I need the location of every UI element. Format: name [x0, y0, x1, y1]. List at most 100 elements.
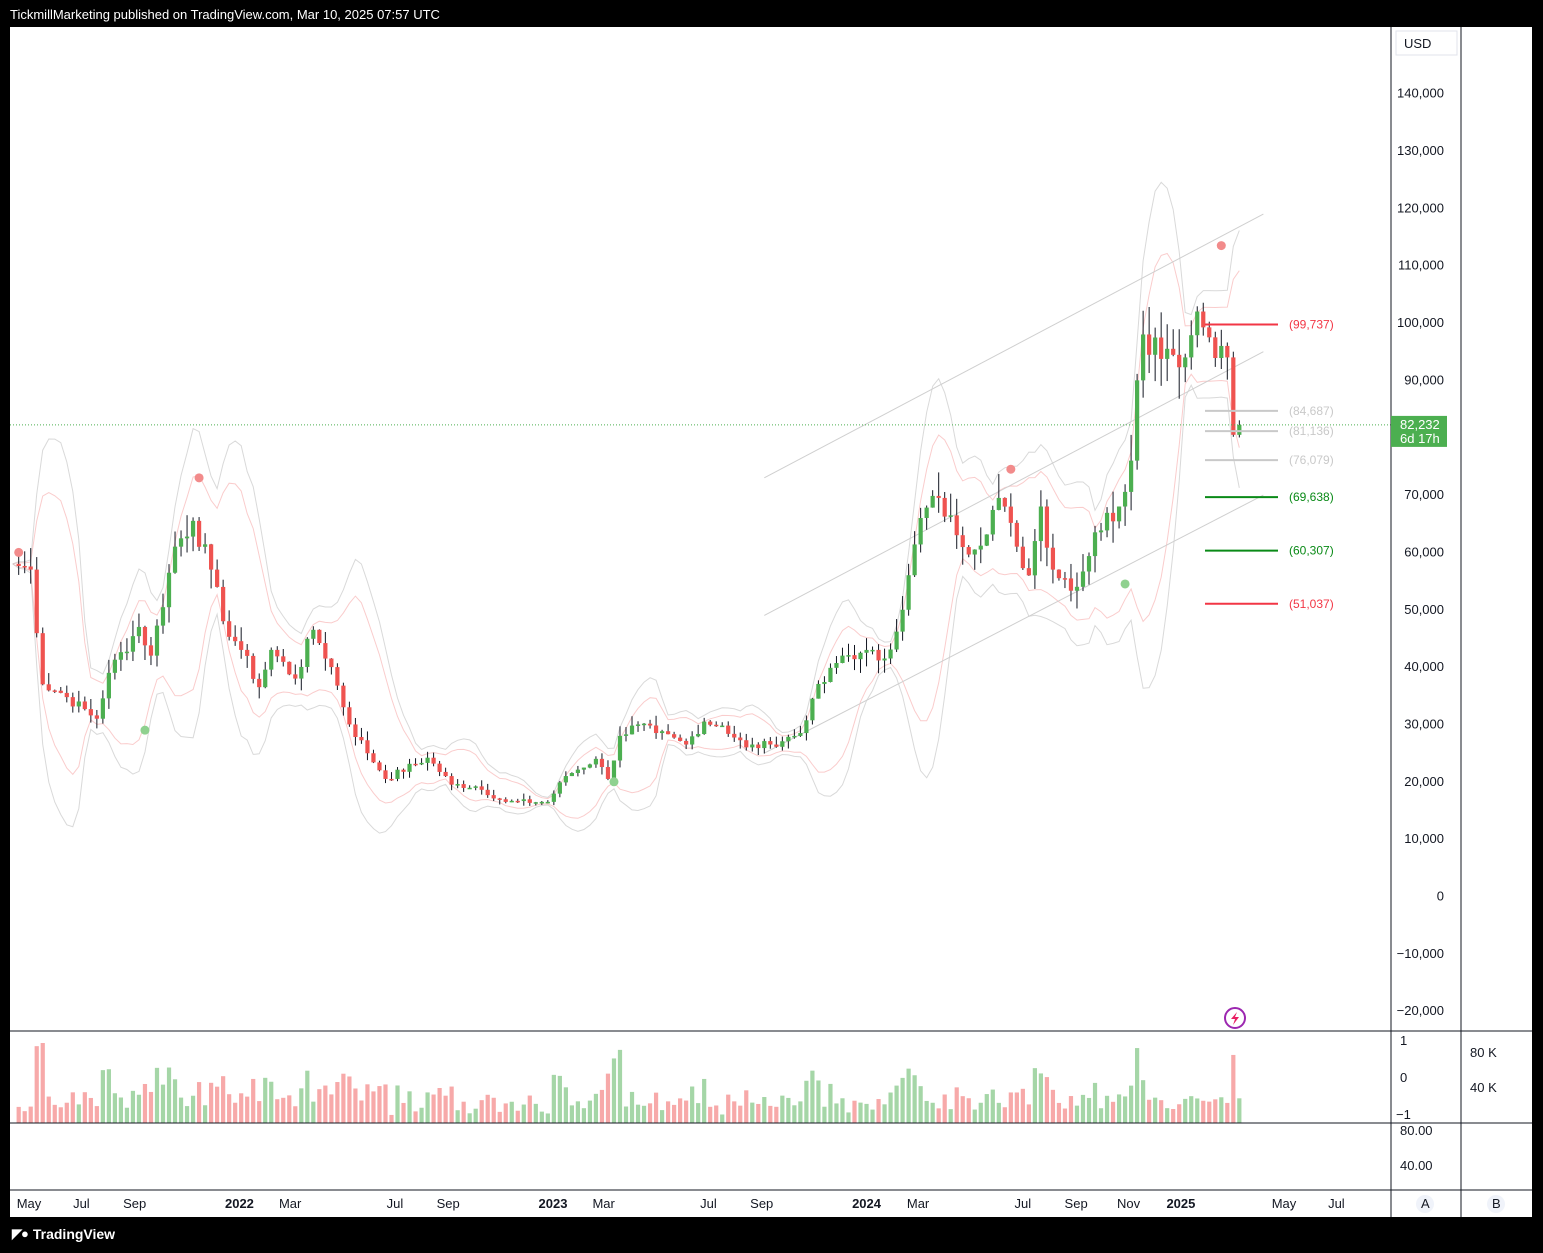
sell-signal-dot [1006, 464, 1016, 474]
channel-line[interactable] [764, 351, 1264, 616]
candle-body [587, 764, 593, 768]
volume-bar [665, 1101, 671, 1123]
candle-body [1128, 460, 1134, 492]
candle-body [1062, 578, 1068, 580]
y-tick-label: 130,000 [1397, 143, 1444, 158]
volume-bar [557, 1075, 562, 1123]
candle-body [455, 784, 460, 786]
volume-bar [485, 1094, 490, 1123]
volume-bar [792, 1105, 797, 1123]
channel-line[interactable] [764, 494, 1264, 754]
volume-bar [581, 1108, 587, 1123]
chart-canvas[interactable]: (99,737) (84,687) (81,136) (76,079) (69,638)… [10, 27, 1532, 1217]
candle-body [563, 776, 568, 783]
candle-body [714, 724, 719, 727]
volume-bar [515, 1110, 520, 1123]
volume-bar [563, 1087, 568, 1123]
candle-body [1122, 491, 1128, 507]
y-tick-label: 40,000 [1404, 659, 1444, 674]
y-tick-label: 90,000 [1404, 372, 1444, 387]
volume-bar [389, 1114, 394, 1123]
y-tick-label: 140,000 [1397, 86, 1444, 101]
band-lower [12, 384, 1240, 834]
volume-bar [58, 1107, 63, 1123]
candle-body [942, 497, 947, 517]
candle-body [732, 733, 737, 738]
volume-bar [1128, 1085, 1134, 1123]
volume-bar [76, 1104, 81, 1123]
candle-body [485, 789, 490, 796]
candle-body [750, 744, 755, 748]
volume-bar [888, 1092, 893, 1123]
volume-scale-top: 1 [1400, 1033, 1407, 1048]
candle-body [479, 786, 484, 790]
candle-body [545, 801, 550, 804]
volume-bar [864, 1103, 869, 1123]
candle-body [720, 725, 725, 728]
candle-body [575, 769, 581, 773]
candle-body [948, 515, 953, 517]
volume-bar [846, 1112, 851, 1123]
volume-bar [810, 1070, 815, 1123]
volume-bar [575, 1101, 581, 1123]
volume-bar [1141, 1080, 1146, 1123]
candle-body [58, 690, 63, 693]
channel-line[interactable] [764, 213, 1264, 479]
candle-body [82, 701, 87, 710]
candle-body [876, 649, 881, 661]
candle-body [1201, 311, 1206, 328]
candle-body [659, 731, 665, 734]
level-label: (60,307) [1289, 544, 1334, 558]
volume-bar [906, 1068, 911, 1123]
volume-bar [1237, 1098, 1242, 1123]
candle-body [996, 497, 1001, 510]
volume-bar [1225, 1102, 1230, 1123]
volume-bar [172, 1079, 178, 1123]
x-tick-label: Mar [907, 1196, 930, 1211]
log-scale-label: B [1492, 1196, 1501, 1211]
log-scale-button[interactable] [1487, 1195, 1505, 1213]
candle-body [623, 734, 629, 736]
volume-bar [257, 1101, 262, 1123]
candle-body [1092, 532, 1098, 557]
candle-body [329, 658, 334, 668]
candle-body [1231, 357, 1236, 435]
volume-bar [539, 1111, 544, 1123]
candle-body [810, 698, 815, 721]
volume-bar [1098, 1108, 1104, 1123]
y-tick-label: −10,000 [1397, 946, 1444, 961]
candle-body [184, 536, 190, 539]
volume-bar [275, 1099, 280, 1123]
candle-body [419, 762, 424, 765]
candle-body [852, 655, 857, 660]
candle-body [76, 701, 81, 707]
candle-body [34, 569, 39, 634]
candle-body [263, 669, 268, 688]
chart-frame[interactable]: (99,737) (84,687) (81,136) (76,079) (69,638)… [10, 27, 1532, 1217]
volume-bar [948, 1109, 953, 1123]
candle-body [503, 799, 508, 802]
candle-body [1195, 311, 1200, 336]
volume-bar [786, 1097, 791, 1123]
lightning-icon[interactable] [1224, 1007, 1246, 1029]
candle-body [142, 626, 148, 646]
x-tick-label: May [1272, 1196, 1297, 1211]
candle-body [166, 572, 172, 608]
candle-body [894, 631, 899, 650]
candle-body [1189, 335, 1194, 358]
candles [16, 302, 1242, 806]
brand-footer[interactable]: ◤● TradingView [12, 1226, 115, 1242]
osc-scale-80: 80.00 [1400, 1123, 1433, 1138]
x-tick-label: Jul [1015, 1196, 1032, 1211]
candle-body [227, 621, 232, 637]
candle-body [407, 763, 412, 772]
currency-badge[interactable] [1395, 30, 1458, 56]
candle-body [28, 566, 33, 570]
volume-bar [239, 1093, 244, 1123]
x-tick-label: Mar [279, 1196, 302, 1211]
volume-bar [281, 1097, 286, 1123]
auto-scale-button[interactable] [1416, 1195, 1434, 1213]
candle-body [1141, 334, 1146, 381]
volume-bar [1044, 1077, 1050, 1123]
volume-bar [449, 1086, 454, 1123]
